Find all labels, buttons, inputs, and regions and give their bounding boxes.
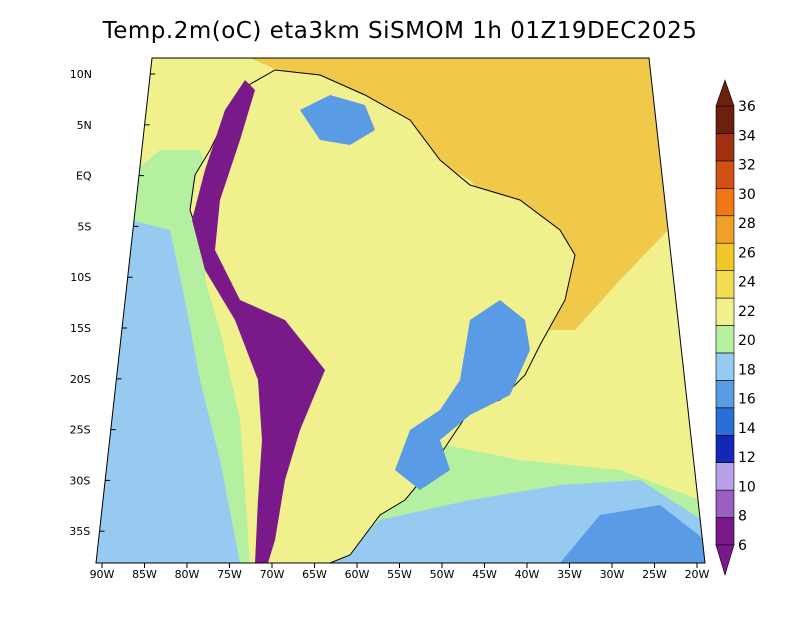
colorbar-cell [715, 517, 735, 546]
colorbar-cell [715, 352, 735, 381]
longitude-axis: 90W 85W 80W 75W 70W 65W 60W 55W 50W 45W 40W 35W 30W 2… [90, 563, 710, 581]
colorbar-label: 32 [738, 158, 756, 174]
colorbar-label: 22 [738, 304, 756, 320]
colorbar-cell [715, 297, 735, 326]
colorbar-label: 28 [738, 216, 756, 232]
colorbar-cell [715, 105, 735, 134]
lon-tick-label: 80W [175, 568, 200, 581]
lat-tick-label: 10S [70, 271, 91, 284]
lat-tick-label: EQ [76, 170, 92, 183]
colorbar-label: 8 [738, 509, 747, 525]
colorbar-cell [715, 462, 735, 491]
lon-tick-label: 75W [217, 568, 242, 581]
latitude-axis: 10N 5N EQ 5S 10S 15S 20S 25S 30S 35S [69, 68, 156, 538]
lat-tick-label: 10N [70, 68, 92, 81]
lon-tick-label: 60W [345, 568, 370, 581]
lon-tick-label: 35W [557, 568, 582, 581]
colorbar-cell [715, 188, 735, 217]
colorbar-label: 36 [738, 99, 756, 115]
lon-tick-label: 55W [387, 568, 412, 581]
colorbar: 6 8 10 12 14 16 18 20 22 24 26 28 30 32 34 36 [715, 79, 756, 577]
colorbar-label: 12 [738, 450, 756, 466]
lat-tick-label: 30S [69, 474, 90, 487]
colorbar-label: 6 [738, 538, 747, 554]
atlantic-darkblue-band [560, 505, 705, 563]
colorbar-label: 30 [738, 187, 756, 203]
lon-tick-label: 40W [515, 568, 540, 581]
lon-tick-label: 45W [472, 568, 497, 581]
colorbar-label: 18 [738, 362, 756, 378]
colorbar-cell [715, 489, 735, 518]
lat-tick-label: 5S [77, 220, 91, 233]
colorbar-cell [715, 160, 735, 189]
lon-tick-label: 25W [642, 568, 667, 581]
colorbar-label: 26 [738, 245, 756, 261]
colorbar-top-arrow [715, 79, 735, 107]
chart-title: Temp.2m(oC) eta3km SiSMOM 1h 01Z19DEC202… [102, 18, 698, 44]
colorbar-label: 16 [738, 392, 756, 408]
pacific-blue-band [96, 220, 240, 563]
colorbar-cell [715, 270, 735, 299]
colorbar-cell [715, 242, 735, 271]
lon-tick-label: 30W [600, 568, 625, 581]
colorbar-cell [715, 215, 735, 244]
colorbar-label: 34 [738, 128, 756, 144]
colorbar-cell [715, 407, 735, 436]
colorbar-label: 20 [738, 333, 756, 349]
colorbar-label: 10 [738, 479, 756, 495]
lon-tick-label: 20W [685, 568, 710, 581]
ocean-warm-band [152, 58, 668, 330]
colorbar-label: 14 [738, 421, 756, 437]
lat-tick-label: 5N [77, 119, 92, 132]
lon-tick-label: 65W [302, 568, 327, 581]
map-frame [95, 57, 706, 564]
guiana-highlands [300, 95, 375, 145]
colorbar-cell [715, 325, 735, 354]
lat-tick-label: 20S [70, 373, 91, 386]
lon-tick-label: 50W [430, 568, 455, 581]
colorbar-bottom-arrow [715, 544, 735, 577]
lat-tick-label: 35S [69, 525, 90, 538]
colorbar-cell [715, 434, 735, 463]
lon-tick-label: 70W [260, 568, 285, 581]
map-field [96, 58, 705, 563]
brazil-highlands [395, 300, 530, 490]
lon-tick-label: 85W [132, 568, 157, 581]
andes-cold-band [192, 80, 325, 563]
colorbar-cell [715, 380, 735, 409]
lat-tick-label: 25S [70, 424, 91, 437]
colorbar-label: 24 [738, 275, 756, 291]
lat-tick-label: 15S [70, 322, 91, 335]
lon-tick-label: 90W [90, 568, 115, 581]
colorbar-cell [715, 133, 735, 162]
